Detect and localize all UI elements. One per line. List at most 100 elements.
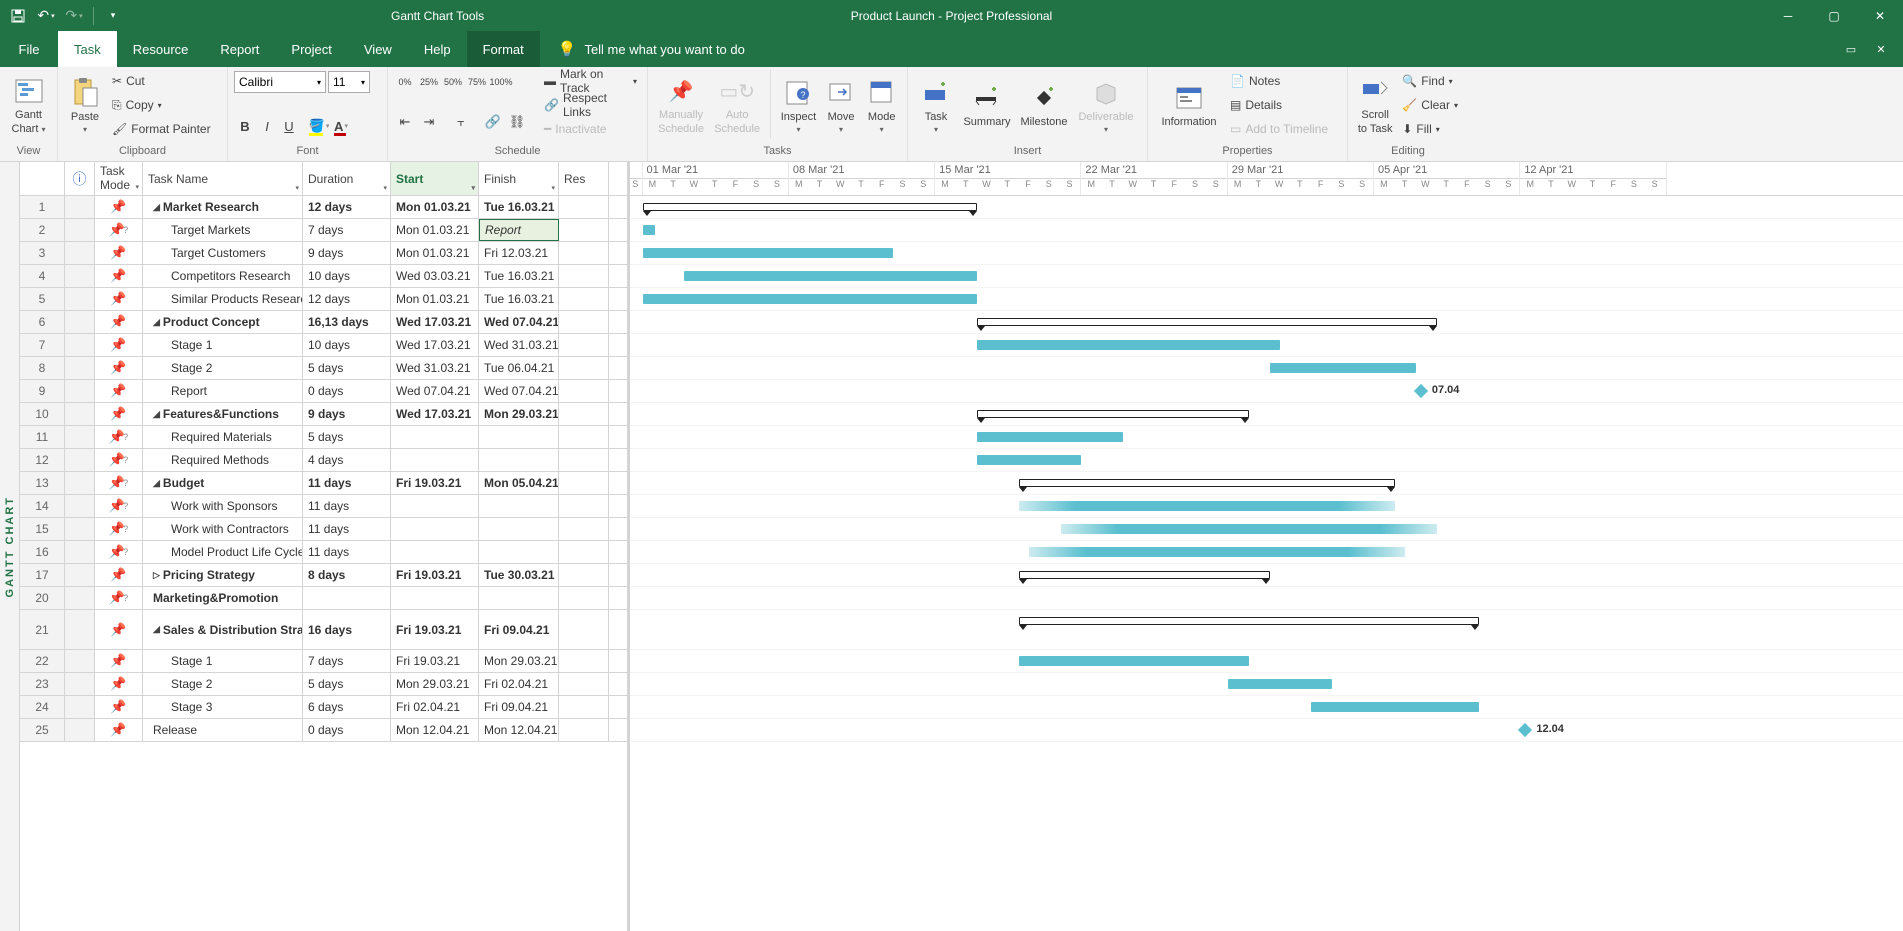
row-res[interactable] <box>559 495 609 517</box>
row-number[interactable]: 7 <box>20 334 65 356</box>
row-number[interactable]: 24 <box>20 696 65 718</box>
qat-customize[interactable]: ▾ <box>101 4 125 28</box>
row-mode[interactable]: 📌? <box>95 518 143 540</box>
table-row[interactable]: 15📌?Work with Contractors11 days <box>20 518 627 541</box>
row-info[interactable] <box>65 334 95 356</box>
bold-button[interactable]: B <box>234 115 256 137</box>
row-name[interactable]: Target Markets <box>143 219 303 241</box>
row-name[interactable]: Model Product Life Cycle <box>143 541 303 563</box>
ribbon-options-button[interactable]: ▭ <box>1839 37 1863 61</box>
notes-button[interactable]: 📄Notes <box>1226 69 1332 93</box>
row-name[interactable]: Release <box>143 719 303 741</box>
row-name[interactable]: Work with Sponsors <box>143 495 303 517</box>
task-bar[interactable] <box>1061 524 1437 534</box>
ribbon-close-button[interactable]: ✕ <box>1869 37 1893 61</box>
row-res[interactable] <box>559 541 609 563</box>
row-mode[interactable]: 📌 <box>95 610 143 649</box>
row-finish[interactable]: Wed 31.03.21 <box>479 334 559 356</box>
row-res[interactable] <box>559 403 609 425</box>
outline-toggle[interactable]: ▷ <box>153 570 160 581</box>
font-color-button[interactable]: A▾ <box>330 115 352 137</box>
row-duration[interactable]: 10 days <box>303 334 391 356</box>
row-name[interactable]: Stage 1 <box>143 334 303 356</box>
row-mode[interactable]: 📌? <box>95 495 143 517</box>
row-number[interactable]: 16 <box>20 541 65 563</box>
row-start[interactable]: Mon 01.03.21 <box>391 242 479 264</box>
row-finish[interactable]: Mon 05.04.21 <box>479 472 559 494</box>
header-info[interactable]: ⓘ <box>65 162 95 195</box>
row-info[interactable] <box>65 449 95 471</box>
table-row[interactable]: 17📌▷Pricing Strategy8 daysFri 19.03.21Tu… <box>20 564 627 587</box>
row-number[interactable]: 9 <box>20 380 65 402</box>
row-mode[interactable]: 📌? <box>95 449 143 471</box>
row-res[interactable] <box>559 719 609 741</box>
fill-button[interactable]: ⬇Fill▾ <box>1398 117 1462 141</box>
row-name[interactable]: Stage 1 <box>143 650 303 672</box>
outline-toggle[interactable]: ◢ <box>153 409 160 420</box>
table-row[interactable]: 13📌?◢Budget11 daysFri 19.03.21Mon 05.04.… <box>20 472 627 495</box>
row-finish[interactable]: Fri 09.04.21 <box>479 610 559 649</box>
row-start[interactable] <box>391 426 479 448</box>
row-start[interactable]: Wed 07.04.21 <box>391 380 479 402</box>
row-res[interactable] <box>559 610 609 649</box>
row-duration[interactable]: 12 days <box>303 196 391 218</box>
row-mode[interactable]: 📌 <box>95 242 143 264</box>
row-info[interactable] <box>65 696 95 718</box>
row-finish[interactable] <box>479 426 559 448</box>
row-duration[interactable]: 7 days <box>303 219 391 241</box>
add-timeline-button[interactable]: ▭Add to Timeline <box>1226 117 1332 141</box>
outdent-button[interactable]: ⇤ <box>394 111 416 133</box>
task-bar[interactable] <box>1270 363 1416 373</box>
insert-task-button[interactable]: Task▾ <box>914 69 958 141</box>
header-mode[interactable]: TaskMode▾ <box>95 162 143 195</box>
row-name[interactable]: Required Methods <box>143 449 303 471</box>
row-number[interactable]: 8 <box>20 357 65 379</box>
respect-links-button[interactable]: 🔗Respect Links <box>540 93 641 117</box>
resource-tab[interactable]: Resource <box>117 31 205 67</box>
underline-button[interactable]: U <box>278 115 300 137</box>
row-mode[interactable]: 📌 <box>95 403 143 425</box>
file-tab[interactable]: File <box>0 31 58 67</box>
row-duration[interactable]: 4 days <box>303 449 391 471</box>
insert-deliverable-button[interactable]: Deliverable▾ <box>1074 69 1138 141</box>
row-number[interactable]: 6 <box>20 311 65 333</box>
row-start[interactable] <box>391 541 479 563</box>
format-painter-button[interactable]: 🖌Format Painter <box>108 117 215 141</box>
row-finish[interactable]: Fri 12.03.21 <box>479 242 559 264</box>
row-name[interactable]: Stage 2 <box>143 357 303 379</box>
gantt-chart-button[interactable]: GanttChart ▾ <box>6 69 51 141</box>
table-row[interactable]: 25📌Release0 daysMon 12.04.21Mon 12.04.21 <box>20 719 627 742</box>
row-number[interactable]: 22 <box>20 650 65 672</box>
paste-button[interactable]: Paste▾ <box>64 69 106 141</box>
task-bar[interactable] <box>1228 679 1333 689</box>
row-info[interactable] <box>65 380 95 402</box>
table-row[interactable]: 11📌?Required Materials5 days <box>20 426 627 449</box>
row-info[interactable] <box>65 196 95 218</box>
inactivate-button[interactable]: ━Inactivate <box>540 117 641 141</box>
outline-toggle[interactable]: ◢ <box>153 202 160 213</box>
row-info[interactable] <box>65 673 95 695</box>
row-res[interactable] <box>559 673 609 695</box>
table-row[interactable]: 3📌Target Customers9 daysMon 01.03.21Fri … <box>20 242 627 265</box>
row-res[interactable] <box>559 288 609 310</box>
row-finish[interactable] <box>479 495 559 517</box>
row-res[interactable] <box>559 449 609 471</box>
task-bar[interactable] <box>1019 656 1249 666</box>
header-duration[interactable]: Duration▾ <box>303 162 391 195</box>
row-start[interactable]: Fri 19.03.21 <box>391 610 479 649</box>
summary-bar[interactable] <box>977 410 1249 418</box>
report-tab[interactable]: Report <box>204 31 275 67</box>
font-select[interactable]: Calibri▾ <box>234 71 326 93</box>
row-info[interactable] <box>65 242 95 264</box>
row-duration[interactable]: 16 days <box>303 610 391 649</box>
row-mode[interactable]: 📌 <box>95 334 143 356</box>
information-button[interactable]: Information <box>1154 69 1224 141</box>
row-res[interactable] <box>559 196 609 218</box>
row-duration[interactable]: 11 days <box>303 541 391 563</box>
row-number[interactable]: 21 <box>20 610 65 649</box>
help-tab[interactable]: Help <box>408 31 467 67</box>
auto-schedule-button[interactable]: ▭↻AutoSchedule <box>710 69 764 141</box>
outline-toggle[interactable]: ◢ <box>153 624 160 635</box>
row-info[interactable] <box>65 265 95 287</box>
table-row[interactable]: 23📌Stage 25 daysMon 29.03.21Fri 02.04.21 <box>20 673 627 696</box>
